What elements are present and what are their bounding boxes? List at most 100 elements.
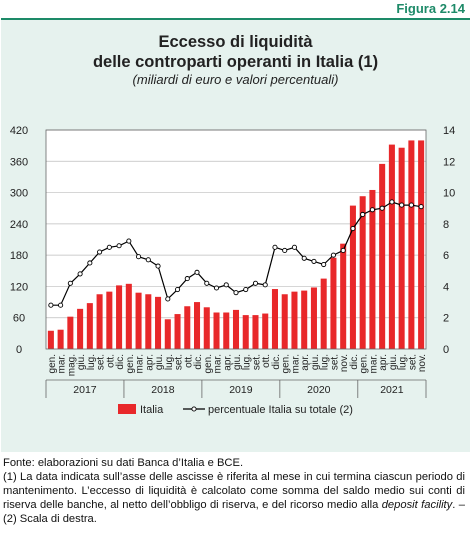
line-point <box>418 204 424 210</box>
bar <box>184 306 191 349</box>
bar <box>155 296 162 349</box>
line-point <box>194 269 200 275</box>
y-right-tick-label: 0 <box>443 344 449 356</box>
bar <box>340 243 347 349</box>
x-tick-label: set. <box>174 354 185 370</box>
bar <box>213 312 220 349</box>
x-tick-label: set. <box>96 354 107 370</box>
x-tick-label: lug. <box>86 354 97 370</box>
legend-swatch-bar <box>118 404 136 414</box>
bar <box>330 257 337 349</box>
y-right-tick-label: 10 <box>443 188 455 200</box>
line-point <box>58 302 64 308</box>
footnote-1-text: (1) La data indicata sull’asse delle asc… <box>3 471 465 511</box>
x-tick-label: ott. <box>105 354 116 368</box>
y-left-tick-label: 240 <box>10 219 28 231</box>
x-tick-label: giu. <box>232 354 243 370</box>
x-tick-label: dic. <box>193 354 204 370</box>
y-right-tick-label: 6 <box>443 250 449 262</box>
y-right-tick-label: 8 <box>443 219 449 231</box>
y-left-tick-label: 420 <box>10 125 28 137</box>
x-tick-label: mar. <box>135 354 146 373</box>
bar <box>379 163 386 349</box>
legend-label-line: percentuale Italia su totale (2) <box>208 404 353 416</box>
plot-frame <box>45 129 427 350</box>
x-tick-label: dic. <box>271 354 282 370</box>
x-tick-label: gen. <box>281 354 292 373</box>
line-point <box>155 263 161 269</box>
bar <box>418 140 425 349</box>
x-tick-label: mar. <box>213 354 224 373</box>
line-point <box>213 285 220 291</box>
bar <box>349 205 356 349</box>
x-tick-label: dic. <box>349 354 360 370</box>
x-tick-label: set. <box>251 354 262 370</box>
bar <box>232 309 240 349</box>
line-point <box>106 244 112 250</box>
line-point <box>116 243 122 249</box>
y-left-tick-label: 300 <box>10 188 28 200</box>
bar <box>135 292 142 349</box>
line-point <box>223 282 229 288</box>
line-point <box>87 260 93 266</box>
line-point <box>408 202 414 208</box>
line-point <box>67 280 73 286</box>
bar <box>388 144 395 349</box>
x-tick-label: gen. <box>203 354 214 373</box>
bar <box>174 314 181 349</box>
year-label: 2019 <box>229 384 253 396</box>
line-point <box>301 255 307 261</box>
bar <box>67 316 74 349</box>
x-tick-label: dic. <box>115 354 126 370</box>
x-tick-label: mag. <box>66 354 77 376</box>
bar <box>86 303 93 349</box>
line-point <box>311 258 317 264</box>
bar <box>310 287 317 349</box>
x-tick-label: lug. <box>398 354 409 370</box>
x-tick-label: set. <box>329 354 340 370</box>
x-tick-label: apr. <box>378 354 389 371</box>
line-point <box>262 282 268 288</box>
x-tick-label: ott. <box>261 354 272 368</box>
x-tick-label: set. <box>407 354 418 370</box>
bar <box>408 140 415 349</box>
line-point <box>97 249 103 255</box>
line-point <box>321 261 327 268</box>
bar <box>77 308 84 349</box>
bar <box>47 330 54 349</box>
bar <box>164 319 171 349</box>
y-right-tick-label: 4 <box>443 281 449 293</box>
y-right-tick-label: 14 <box>443 125 455 137</box>
y-left-tick-label: 0 <box>16 344 22 356</box>
bar <box>320 278 327 349</box>
x-tick-label: giu. <box>76 354 87 370</box>
line-point <box>340 247 346 253</box>
footnote-1-italic: deposit facility <box>381 499 453 511</box>
bar <box>281 294 288 349</box>
line-point <box>48 302 54 308</box>
legend-swatch-marker <box>191 406 197 412</box>
x-tick-label: lug. <box>164 354 175 370</box>
x-tick-label: mar. <box>290 354 301 373</box>
x-tick-label: giu. <box>388 354 399 370</box>
figure-label: Figura 2.14 <box>396 1 465 16</box>
y-left-tick-label: 180 <box>10 250 28 262</box>
bar <box>194 302 201 349</box>
bar <box>57 329 64 349</box>
bar <box>116 285 123 349</box>
source-note: Fonte: elaborazioni su dati Banca d’Ital… <box>3 457 244 469</box>
y-right-tick-label: 2 <box>443 313 449 325</box>
bar <box>96 294 103 349</box>
y-left-tick-label: 120 <box>10 281 28 293</box>
x-tick-label: giu. <box>154 354 165 370</box>
year-label: 2017 <box>73 384 97 396</box>
bar <box>223 312 230 349</box>
line-point <box>291 244 298 250</box>
bar <box>291 291 298 349</box>
bar <box>106 291 113 349</box>
line-point <box>252 280 259 286</box>
x-tick-label: mar. <box>57 354 68 373</box>
x-tick-label: gen. <box>47 354 58 373</box>
footnote-1-suffix: . – (2) Scala di destra. <box>3 499 465 525</box>
line-point <box>145 257 151 263</box>
